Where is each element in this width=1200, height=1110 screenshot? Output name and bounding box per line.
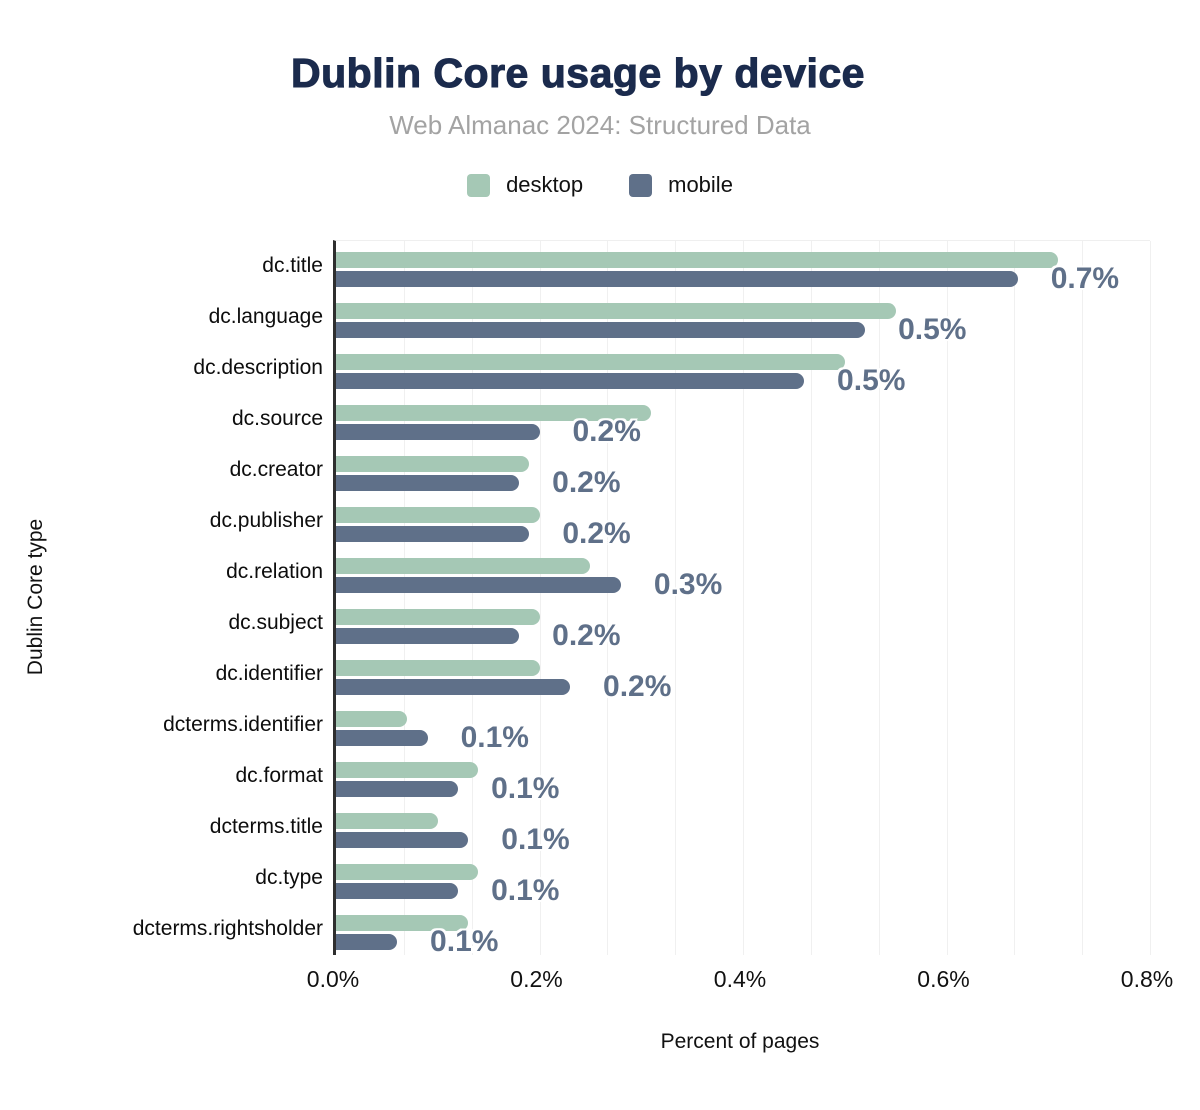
desktop-bar[interactable] [336, 864, 479, 880]
x-tick-label: 0.0% [306, 966, 360, 992]
gridline [675, 241, 677, 955]
gridline [1082, 241, 1084, 955]
x-tick-label: 0.6% [917, 966, 970, 992]
legend-label-desktop: desktop [506, 172, 584, 197]
mobile-bar[interactable] [336, 322, 866, 338]
value-label: 0.1% [430, 925, 499, 958]
value-label: 0.1% [491, 772, 560, 805]
mobile-bar[interactable] [336, 730, 428, 746]
value-label: 0.2% [603, 670, 672, 703]
gridline [743, 241, 744, 955]
mobile-bar[interactable] [336, 271, 1018, 287]
mobile-bar[interactable] [336, 373, 805, 389]
gridline [471, 241, 473, 955]
desktop-bar[interactable] [336, 660, 540, 676]
value-label: 0.7% [1050, 262, 1120, 295]
gridline [810, 241, 812, 955]
x-axis-ticks: 0.0% 0.2% 0.4% 0.6% 0.8% [307, 966, 1173, 994]
value-label: 0.2% [552, 466, 621, 499]
mobile-bar[interactable] [336, 577, 621, 593]
legend: desktop mobile [0, 172, 1200, 198]
value-label: 0.1% [491, 874, 560, 907]
gridline [946, 241, 948, 955]
category-label: dc.publisher [209, 509, 323, 533]
desktop-bar[interactable] [336, 252, 1059, 268]
category-label: dcterms.rightsholder [132, 917, 323, 941]
category-label: dc.format [235, 764, 323, 788]
legend-item-mobile[interactable]: mobile [629, 172, 733, 198]
category-label: dc.title [262, 254, 323, 278]
mobile-bar[interactable] [336, 832, 469, 848]
desktop-bar[interactable] [336, 405, 652, 421]
desktop-bar[interactable] [336, 813, 438, 829]
mobile-bar[interactable] [336, 934, 398, 950]
value-label: 0.5% [898, 313, 967, 346]
category-label: dc.language [208, 305, 323, 329]
x-axis-title: Percent of pages [660, 1030, 820, 1053]
category-label: dcterms.identifier [163, 713, 323, 737]
mobile-bar[interactable] [336, 781, 459, 797]
desktop-bar[interactable] [336, 762, 479, 778]
x-tick-label: 0.4% [713, 966, 767, 992]
gridline [878, 241, 880, 955]
category-label: dc.creator [229, 458, 323, 482]
value-label: 0.1% [501, 823, 570, 856]
desktop-bar[interactable] [336, 558, 591, 574]
plot-area: dc.title 0.7% dc.language 0.5% dc.descriptio… [133, 240, 1151, 958]
desktop-swatch-icon [467, 173, 491, 197]
legend-label-mobile: mobile [668, 172, 733, 197]
mobile-bar[interactable] [336, 628, 520, 644]
gridline [403, 241, 405, 955]
category-label: dcterms.title [209, 815, 323, 839]
value-label: 0.1% [460, 721, 529, 754]
gridline [1150, 241, 1151, 955]
x-tick-label: 0.2% [510, 966, 563, 992]
desktop-bar[interactable] [336, 303, 896, 319]
desktop-bar[interactable] [336, 507, 540, 523]
desktop-bar[interactable] [336, 456, 530, 472]
gridline [607, 241, 609, 955]
category-label: dc.type [255, 866, 323, 890]
value-label: 0.5% [837, 364, 906, 397]
value-label: 0.3% [653, 568, 723, 601]
mobile-bar[interactable] [336, 475, 520, 491]
desktop-bar[interactable] [336, 354, 845, 370]
mobile-swatch-icon [629, 173, 653, 197]
value-label: 0.2% [562, 517, 631, 550]
value-label: 0.2% [552, 619, 621, 652]
legend-item-desktop[interactable]: desktop [467, 172, 583, 198]
mobile-bar[interactable] [336, 526, 530, 542]
category-label: dc.subject [228, 611, 323, 635]
x-tick-label: 0.8% [1120, 966, 1174, 992]
gridline [1014, 241, 1016, 955]
desktop-bar[interactable] [336, 915, 469, 931]
category-label: dc.source [231, 407, 323, 431]
category-label: dc.description [193, 356, 323, 380]
desktop-bar[interactable] [336, 711, 408, 727]
category-label: dc.identifier [215, 662, 323, 686]
gridline [539, 241, 541, 955]
chart-title: Dublin Core usage by device [290, 49, 865, 96]
category-label: dc.relation [226, 560, 323, 584]
mobile-bar[interactable] [336, 883, 459, 899]
desktop-bar[interactable] [336, 609, 540, 625]
mobile-bar[interactable] [336, 424, 540, 440]
value-label: 0.2% [572, 415, 641, 448]
mobile-bar[interactable] [336, 679, 571, 695]
chart-subtitle: Web Almanac 2024: Structured Data [389, 110, 811, 140]
